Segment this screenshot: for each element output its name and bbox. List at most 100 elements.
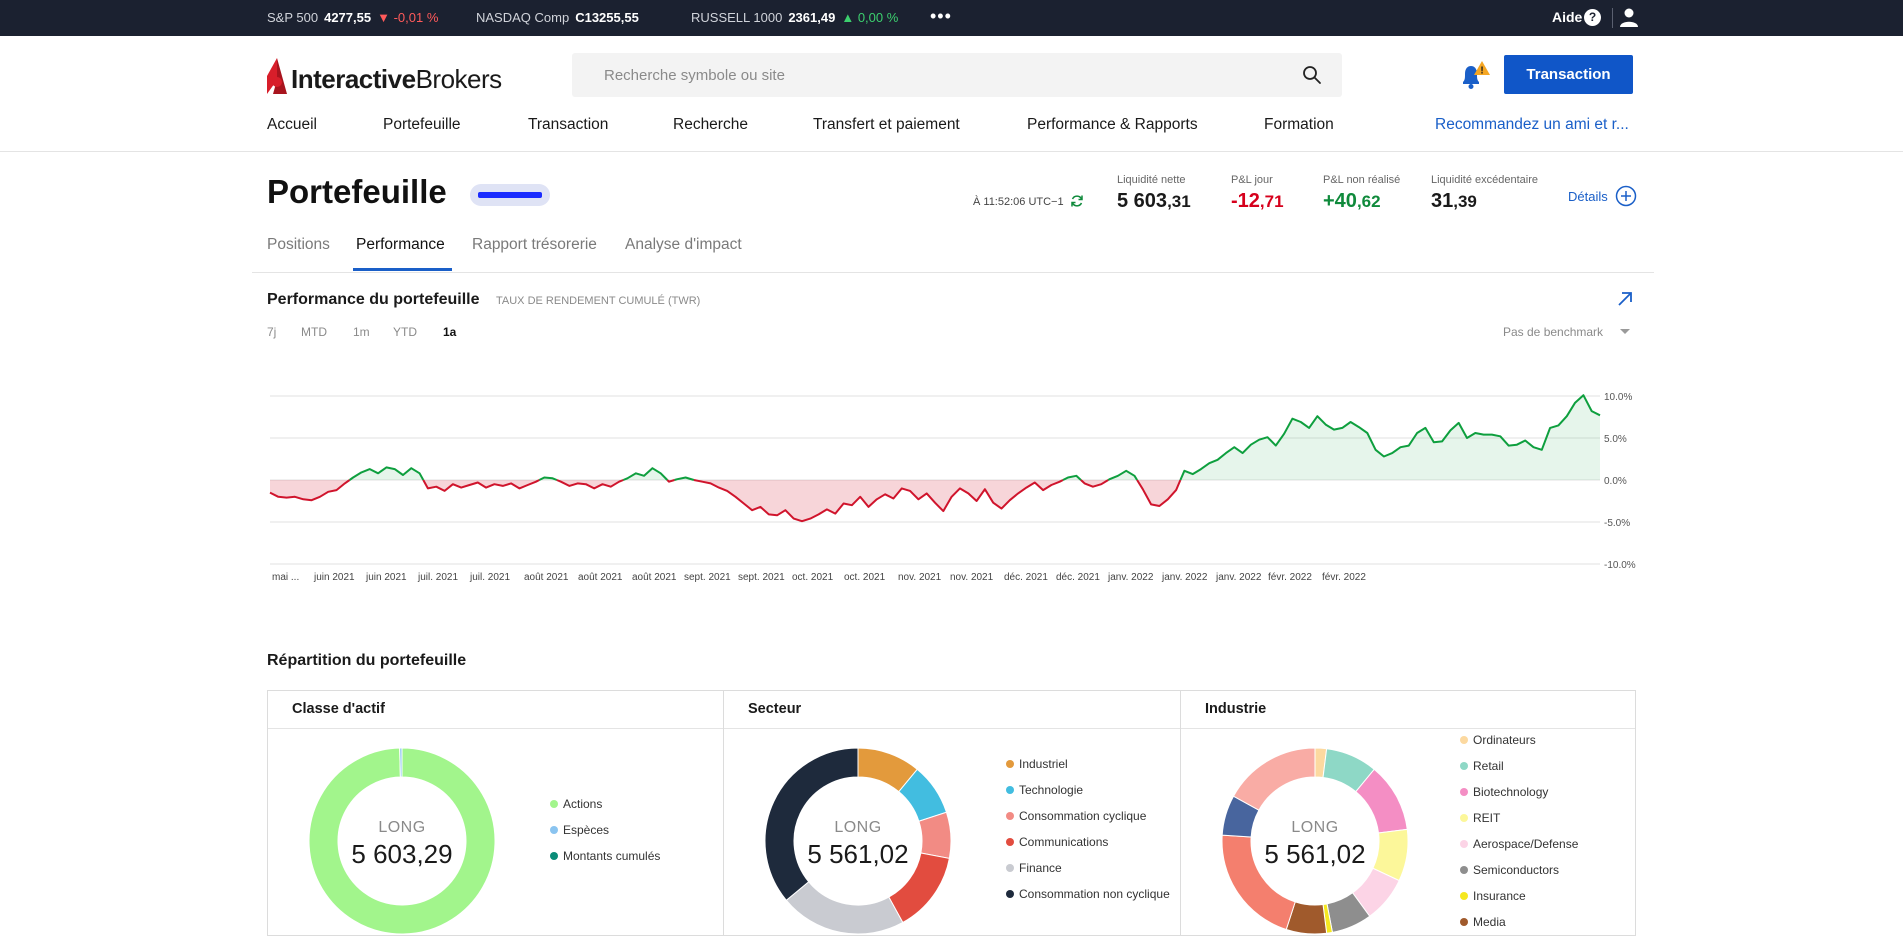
range-1a[interactable]: 1a <box>443 325 457 339</box>
y-tick-label: 10.0% <box>1604 392 1632 403</box>
legend-swatch <box>1006 760 1014 768</box>
help-link[interactable]: Aide <box>1552 9 1583 25</box>
donut-slice[interactable] <box>308 747 496 935</box>
legend-item[interactable]: Semiconductors <box>1460 863 1559 877</box>
legend-item[interactable]: Insurance <box>1460 889 1526 903</box>
legend-swatch <box>1460 892 1468 900</box>
range-7j[interactable]: 7j <box>267 325 277 339</box>
series-line <box>422 479 540 492</box>
range-ytd[interactable]: YTD <box>393 325 417 339</box>
ticker-value: 4277,55 <box>324 10 372 25</box>
page-title: Portefeuille <box>267 173 447 210</box>
legend-item[interactable]: Montants cumulés <box>550 849 660 863</box>
y-tick-label: 0.0% <box>1604 476 1627 487</box>
user-icon[interactable] <box>1618 6 1640 28</box>
market-ticker-bar: S&P 500 4277,55 ▼ -0,01 % NASDAQ Comp C1325… <box>0 0 1903 36</box>
refresh-icon[interactable] <box>1070 194 1084 208</box>
kpi-label: Liquidité nette <box>1117 174 1186 186</box>
panel-asset-class: Classe d'actif LONG 5 603,29 Actions Espè… <box>267 690 724 936</box>
kpi-value: 31,39 <box>1431 190 1477 212</box>
kpi-label: P&L jour <box>1231 174 1273 186</box>
legend-item[interactable]: Finance <box>1006 861 1062 875</box>
ticker-item-nasdaq[interactable]: NASDAQ Comp C13255,55 <box>476 10 645 25</box>
legend-label: REIT <box>1473 811 1501 825</box>
range-mtd[interactable]: MTD <box>301 325 327 339</box>
help-icon[interactable]: ? <box>1584 9 1601 26</box>
divider <box>1612 8 1613 28</box>
donut-slice[interactable] <box>785 881 904 935</box>
legend-item[interactable]: Communications <box>1006 835 1108 849</box>
ticker-item-russell[interactable]: RUSSELL 1000 2361,49 ▲ 0,00 % <box>691 10 898 25</box>
legend-item[interactable]: Media <box>1460 915 1506 929</box>
legend-swatch <box>1460 736 1468 744</box>
details-link[interactable]: Détails <box>1568 189 1608 204</box>
panel-title: Secteur <box>748 701 802 717</box>
benchmark-dropdown[interactable]: Pas de benchmark <box>1503 325 1604 339</box>
chevron-down-icon[interactable] <box>1620 329 1630 334</box>
tab-positions[interactable]: Positions <box>267 236 330 253</box>
panel-title: Classe d'actif <box>292 701 385 717</box>
expand-arrow-icon[interactable] <box>1617 291 1633 307</box>
series-line <box>693 479 1064 523</box>
series-line <box>1107 469 1138 481</box>
nav-item-portefeuille[interactable]: Portefeuille <box>383 116 461 133</box>
nav-item-accueil[interactable]: Accueil <box>267 116 317 133</box>
legend-item[interactable]: Consommation non cyclique <box>1006 887 1170 901</box>
notification-bell-icon[interactable]: ! <box>1457 60 1493 92</box>
series-line <box>538 476 558 481</box>
performance-title: Performance du portefeuille <box>267 291 480 308</box>
more-tickers-button[interactable]: ••• <box>930 6 952 26</box>
industry-donut-chart <box>1221 747 1409 935</box>
legend-item[interactable]: Ordinateurs <box>1460 733 1536 747</box>
y-tick-label: -5.0% <box>1604 518 1630 529</box>
legend-swatch <box>550 826 558 834</box>
x-tick-label: déc. 2021 <box>1056 572 1100 583</box>
plus-circle-icon[interactable] <box>1615 185 1637 207</box>
donut-slice[interactable] <box>764 747 859 901</box>
x-tick-label: janv. 2022 <box>1161 572 1208 583</box>
search-icon[interactable] <box>1302 65 1322 85</box>
nav-item-formation[interactable]: Formation <box>1264 116 1334 133</box>
search-input[interactable] <box>572 53 1272 97</box>
nav-referral-link[interactable]: Recommandez un ami et r... <box>1435 116 1629 133</box>
ticker-name: S&P 500 <box>267 10 319 25</box>
tab-rapport-tresorerie[interactable]: Rapport trésorerie <box>472 236 597 253</box>
range-1m[interactable]: 1m <box>353 325 370 339</box>
nav-item-transaction[interactable]: Transaction <box>528 116 609 133</box>
series-line <box>1179 394 1601 481</box>
legend-item[interactable]: Actions <box>550 797 602 811</box>
legend-label: Aerospace/Defense <box>1473 837 1579 851</box>
legend-item[interactable]: Espèces <box>550 823 609 837</box>
donut-slice[interactable] <box>399 747 403 778</box>
legend-item[interactable]: Industriel <box>1006 757 1068 771</box>
kpi-value: -12,71 <box>1231 190 1284 212</box>
account-selector[interactable] <box>470 184 550 206</box>
ticker-name: NASDAQ Comp <box>476 10 570 25</box>
tab-analyse-impact[interactable]: Analyse d'impact <box>625 236 742 253</box>
nav-item-recherche[interactable]: Recherche <box>673 116 748 133</box>
donut-slice[interactable] <box>1232 747 1316 811</box>
ticker-item-sp500[interactable]: S&P 500 4277,55 ▼ -0,01 % <box>267 10 438 25</box>
legend-item[interactable]: Consommation cyclique <box>1006 809 1146 823</box>
nav-item-performance[interactable]: Performance & Rapports <box>1027 116 1198 133</box>
tab-performance[interactable]: Performance <box>356 236 445 253</box>
legend-label: Technologie <box>1019 783 1084 797</box>
portfolio-tabs: Positions Performance Rapport trésorerie… <box>0 228 1903 272</box>
y-tick-label: -10.0% <box>1604 560 1636 571</box>
nav-item-transfert[interactable]: Transfert et paiement <box>813 116 960 133</box>
x-tick-label: sept. 2021 <box>684 572 731 583</box>
legend-item[interactable]: Technologie <box>1006 783 1083 797</box>
legend-item[interactable]: Retail <box>1460 759 1504 773</box>
ticker-change: 0,00 % <box>857 10 899 25</box>
legend-item[interactable]: Biotechnology <box>1460 785 1548 799</box>
x-tick-label: janv. 2022 <box>1215 572 1262 583</box>
logo-wordmark: InteractiveBrokers <box>291 64 502 94</box>
kpi-label: P&L non réalisé <box>1323 174 1401 186</box>
legend-item[interactable]: Aerospace/Defense <box>1460 837 1578 851</box>
ticker-change: -0,01 % <box>393 10 439 25</box>
x-tick-label: oct. 2021 <box>844 572 886 583</box>
legend-item[interactable]: REIT <box>1460 811 1500 825</box>
legend-swatch <box>1006 812 1014 820</box>
transaction-button[interactable]: Transaction <box>1504 55 1633 94</box>
legend-swatch <box>1460 762 1468 770</box>
